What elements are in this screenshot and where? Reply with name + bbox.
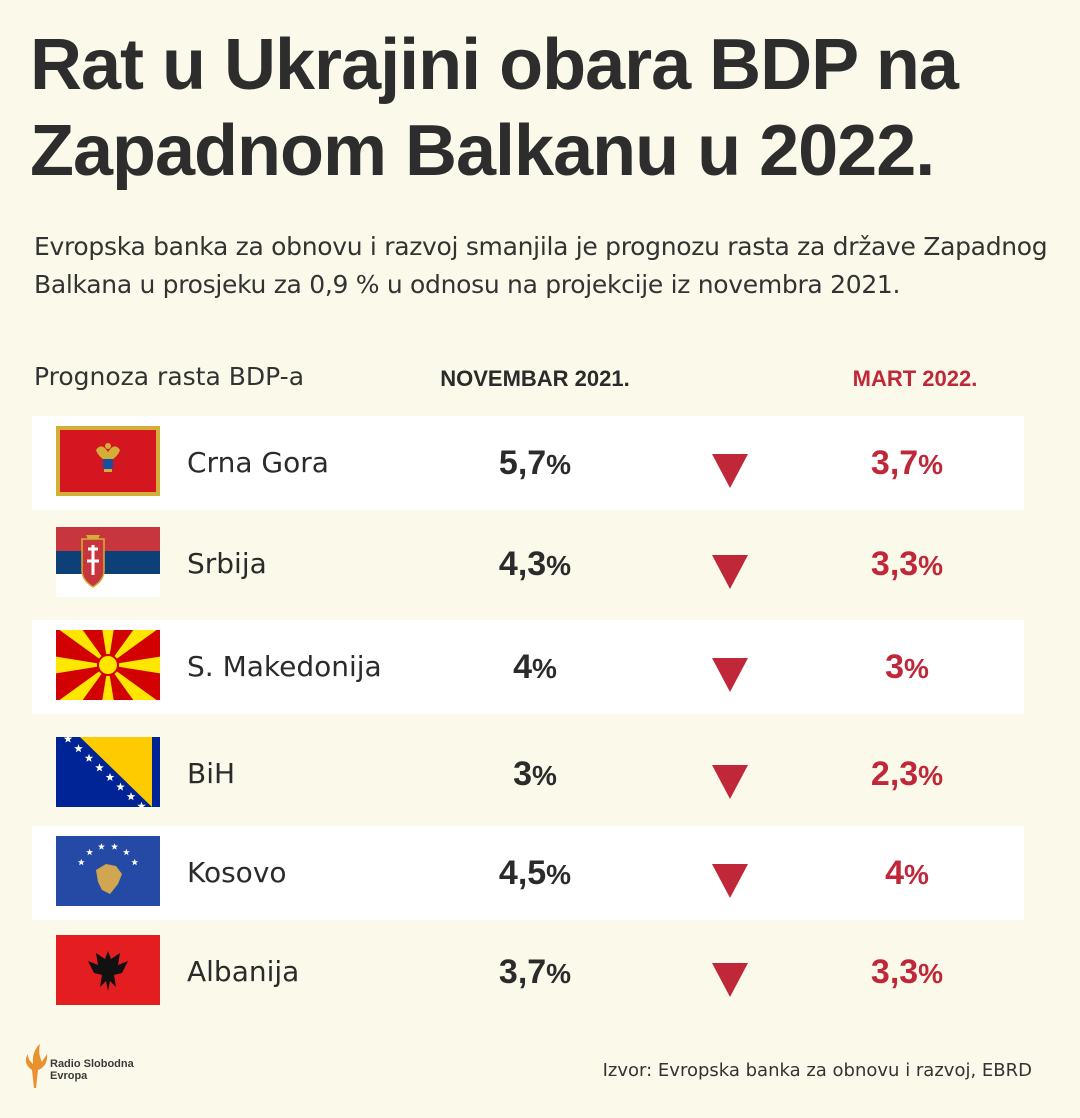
bosnia-flag-icon <box>56 737 160 807</box>
november-value: 3,7% <box>435 925 635 1019</box>
percent-unit: % <box>918 760 944 791</box>
down-triangle-icon <box>712 765 748 799</box>
percent-unit: % <box>918 550 944 581</box>
down-triangle-icon <box>712 454 748 488</box>
subtitle: Evropska banka za obnovu i razvoj smanji… <box>34 232 1048 299</box>
table-row: S. Makedonija 4% 3% <box>32 620 1024 714</box>
november-value: 4% <box>435 620 635 714</box>
november-value-number: 4 <box>513 648 532 686</box>
down-triangle-icon <box>712 963 748 997</box>
percent-unit: % <box>904 653 929 684</box>
march-value-number: 2,3 <box>870 755 919 793</box>
percent-unit: % <box>546 958 572 989</box>
november-value: 4,3% <box>435 517 635 611</box>
table-row: Albanija 3,7% 3,3% <box>32 925 1024 1019</box>
november-value-number: 4,5 <box>498 854 547 892</box>
november-value-number: 4,3 <box>498 545 547 583</box>
percent-unit: % <box>532 653 557 684</box>
country-name: Srbija <box>187 547 267 580</box>
column-header-label: Prognoza rasta BDP-a <box>34 362 305 391</box>
november-value: 3% <box>435 727 635 821</box>
down-triangle-icon <box>712 864 748 898</box>
column-header-march: MART 2022. <box>852 366 978 391</box>
percent-unit: % <box>532 760 557 791</box>
march-value-number: 3,3 <box>870 953 919 991</box>
march-value-number: 4 <box>885 854 904 892</box>
november-value-number: 3 <box>513 755 532 793</box>
country-name: BiH <box>187 757 236 790</box>
source-note: Izvor: Evropska banka za obnovu i razvoj… <box>602 1060 1032 1081</box>
down-triangle-icon <box>712 658 748 692</box>
november-value-number: 5,7 <box>498 444 547 482</box>
march-value-number: 3,7 <box>870 444 919 482</box>
country-name: Crna Gora <box>187 446 329 479</box>
march-value: 2,3% <box>807 727 1007 821</box>
percent-unit: % <box>904 859 929 890</box>
down-triangle-icon <box>712 555 748 589</box>
column-header-november: NOVEMBAR 2021. <box>440 366 630 391</box>
serbia-flag-icon <box>56 527 160 597</box>
table-row: Kosovo 4,5% 4% <box>32 826 1024 920</box>
logo-text: Radio Slobodna Evropa <box>50 1058 134 1082</box>
march-value: 3,3% <box>807 517 1007 611</box>
march-value: 3% <box>807 620 1007 714</box>
table-row: BiH 3% 2,3% <box>32 727 1024 821</box>
rfe-logo: Radio Slobodna Evropa <box>20 1040 150 1090</box>
march-value-number: 3,3 <box>870 545 919 583</box>
country-name: Albanija <box>187 955 300 988</box>
march-value: 3,7% <box>807 416 1007 510</box>
november-value-number: 3,7 <box>498 953 547 991</box>
percent-unit: % <box>546 550 572 581</box>
percent-unit: % <box>546 859 572 890</box>
table-row: Crna Gora 5,7% 3,7% <box>32 416 1024 510</box>
march-value-number: 3 <box>885 648 904 686</box>
november-value: 4,5% <box>435 826 635 920</box>
page-title: Rat u Ukrajini obara BDP na Zapadnom Bal… <box>30 25 959 191</box>
rfe-flame-logo-icon <box>25 1044 48 1088</box>
country-name: S. Makedonija <box>187 650 382 683</box>
country-name: Kosovo <box>187 856 287 889</box>
albania-flag-icon <box>56 935 160 1005</box>
percent-unit: % <box>918 449 944 480</box>
table-row: Srbija 4,3% 3,3% <box>32 517 1024 611</box>
montenegro-flag-icon <box>56 426 160 496</box>
kosovo-flag-icon <box>56 836 160 906</box>
march-value: 4% <box>807 826 1007 920</box>
percent-unit: % <box>918 958 944 989</box>
percent-unit: % <box>546 449 572 480</box>
north-macedonia-flag-icon <box>56 630 160 700</box>
november-value: 5,7% <box>435 416 635 510</box>
march-value: 3,3% <box>807 925 1007 1019</box>
